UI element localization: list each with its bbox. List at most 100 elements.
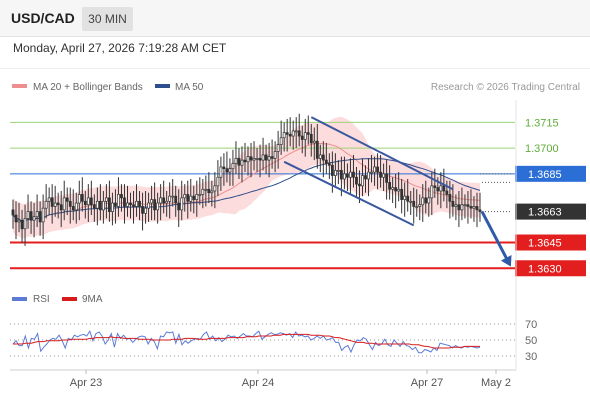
candle (171, 178, 175, 207)
candle (451, 184, 455, 217)
candle-body (240, 159, 244, 166)
candle (243, 142, 247, 173)
candle-body (472, 206, 476, 209)
candle (237, 148, 241, 179)
candle-body (391, 187, 395, 190)
channel-upper-line (310, 116, 454, 191)
ma50-legend-label: MA 50 (175, 82, 204, 93)
candle-body (92, 204, 96, 209)
candle (65, 187, 69, 216)
candle-body (367, 171, 370, 180)
rsi-tick-30: 30 (525, 351, 537, 363)
candle (336, 160, 340, 185)
candle (117, 177, 120, 217)
candle-body (123, 197, 126, 207)
candle (333, 153, 337, 186)
candle-body (288, 133, 292, 137)
candle-body (56, 202, 60, 206)
candle-body (267, 156, 271, 161)
candle-body (231, 163, 235, 170)
candle (183, 184, 187, 212)
candle (370, 154, 373, 183)
candle-body (333, 170, 337, 176)
candle-body (349, 171, 352, 178)
candle-body (129, 202, 132, 206)
candle (285, 118, 289, 152)
candle (201, 178, 205, 209)
candle (355, 166, 358, 198)
candle (403, 182, 407, 217)
candle (427, 187, 431, 217)
candle (415, 189, 419, 217)
candle (216, 160, 220, 197)
candle (409, 191, 413, 216)
candle (38, 201, 42, 236)
candle-body (135, 200, 138, 207)
candle-body (321, 154, 325, 161)
candle (17, 203, 21, 233)
candle-body (174, 195, 178, 204)
candle-body (388, 182, 392, 190)
candle-body (451, 200, 455, 207)
candle-body (216, 176, 220, 187)
candle-body (234, 158, 238, 164)
candle-body (466, 204, 470, 207)
candle-body (406, 195, 410, 202)
candle-body (192, 195, 196, 200)
candle (186, 180, 190, 219)
candle (478, 192, 482, 222)
candle-body (126, 202, 129, 207)
candle-body (74, 202, 78, 211)
dotted-projection (480, 173, 512, 213)
candle (352, 154, 355, 188)
credit-text: Research © 2026 Trading Central (431, 82, 580, 93)
candle-body (156, 202, 160, 211)
candle-body (327, 163, 331, 166)
candle (279, 120, 283, 155)
support-tag-label-4: 1.3645 (528, 238, 562, 250)
candle-body (35, 211, 39, 218)
candle-body (358, 183, 361, 187)
candle (252, 141, 256, 171)
rsi-ma-legend-label: 9MA (82, 294, 103, 305)
candle (141, 192, 144, 231)
candle (177, 189, 181, 228)
support-tag-label-5: 1.3630 (528, 263, 562, 275)
candle-body (17, 219, 21, 223)
candle-body (47, 197, 51, 202)
candle-body (394, 187, 398, 192)
candle (210, 180, 214, 207)
candle (385, 160, 389, 200)
candle (457, 191, 461, 228)
candle (397, 172, 401, 202)
candle-body (189, 195, 193, 202)
candle-body (14, 214, 18, 223)
rsi-ma-swatch (62, 297, 77, 301)
candle (198, 177, 202, 205)
candle-body (340, 170, 343, 180)
candle-body (436, 187, 440, 192)
price-legend: MA 20 + Bollinger Bands MA 50 Research ©… (12, 82, 580, 93)
candle-body (303, 132, 307, 140)
candle-body (153, 199, 157, 211)
candle (225, 151, 229, 183)
candle (59, 191, 63, 228)
candle-body (86, 197, 90, 206)
candle (80, 177, 84, 212)
support-tag-4 (515, 234, 586, 251)
bollinger-fill (13, 116, 480, 239)
datetime-label: Monday, April 27, 2026 7:19:28 AM CET (13, 41, 227, 55)
candle (50, 184, 54, 224)
candle-body (219, 166, 223, 178)
candle (20, 209, 24, 243)
candle (346, 163, 349, 191)
candle (454, 194, 458, 221)
candle (412, 187, 416, 224)
candle-body (403, 195, 407, 200)
timeframe-button[interactable]: 30 MIN (82, 7, 133, 31)
candle-body (177, 202, 181, 211)
candle-body (439, 185, 443, 192)
candle (475, 192, 479, 228)
candle (114, 189, 117, 224)
candle-body (294, 130, 298, 133)
